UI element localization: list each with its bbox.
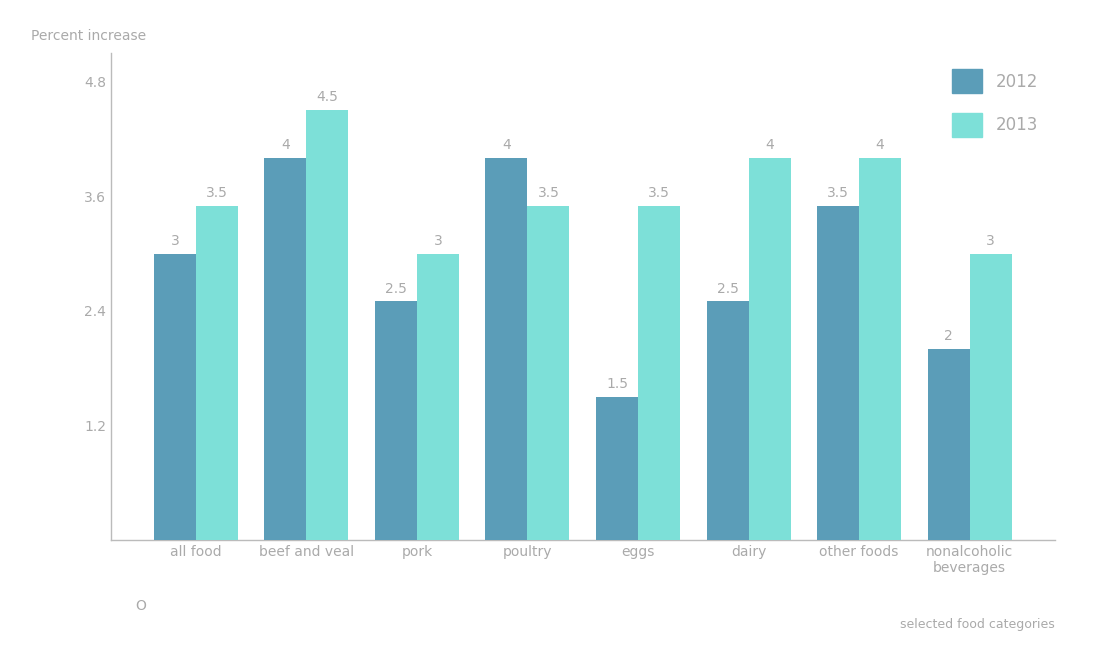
Text: 4: 4 — [502, 138, 511, 152]
Bar — [928, 349, 970, 540]
Bar — [707, 301, 748, 540]
Bar — [817, 206, 859, 540]
Text: 2: 2 — [945, 330, 953, 343]
Bar — [264, 158, 306, 540]
Text: selected food categories: selected food categories — [900, 618, 1054, 631]
Bar — [154, 254, 195, 540]
Text: 3.5: 3.5 — [827, 186, 849, 200]
Text: O: O — [135, 599, 147, 613]
Text: 1.5: 1.5 — [606, 377, 628, 391]
Bar — [306, 110, 349, 540]
Text: 3: 3 — [987, 234, 995, 248]
Text: Percent increase: Percent increase — [31, 29, 145, 43]
Text: 4: 4 — [765, 138, 774, 152]
Text: 3.5: 3.5 — [206, 186, 228, 200]
Bar — [375, 301, 417, 540]
Bar — [527, 206, 569, 540]
Bar — [195, 206, 238, 540]
Bar — [859, 158, 901, 540]
Text: 4: 4 — [281, 138, 290, 152]
Text: 2.5: 2.5 — [717, 281, 738, 296]
Legend: 2012, 2013: 2012, 2013 — [944, 61, 1046, 145]
Text: 2.5: 2.5 — [385, 281, 407, 296]
Bar — [417, 254, 458, 540]
Text: 3: 3 — [434, 234, 442, 248]
Bar — [638, 206, 680, 540]
Text: 3.5: 3.5 — [537, 186, 559, 200]
Text: 4: 4 — [876, 138, 885, 152]
Text: 3: 3 — [171, 234, 179, 248]
Bar — [748, 158, 790, 540]
Bar — [485, 158, 527, 540]
Text: 3.5: 3.5 — [648, 186, 670, 200]
Bar — [596, 397, 638, 540]
Text: 4.5: 4.5 — [316, 90, 339, 104]
Bar — [970, 254, 1011, 540]
